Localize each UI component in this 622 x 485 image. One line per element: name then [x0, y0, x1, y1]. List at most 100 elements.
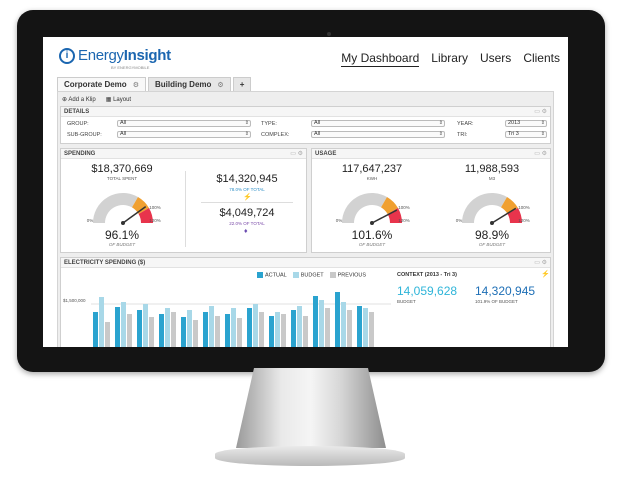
- nav-users[interactable]: Users: [479, 51, 512, 65]
- legend-budget: BUDGET: [300, 272, 324, 279]
- gauge-120-label: 120%: [518, 218, 530, 223]
- spending-panel: SPENDING ▭ ⚙ $18,370,669 TOTAL SPENT 0% 1…: [60, 148, 307, 253]
- tri-select[interactable]: Tri 3: [505, 131, 547, 138]
- gauge-hub: [370, 221, 374, 225]
- gauge-over-band: [138, 208, 153, 224]
- chart-bar: [259, 312, 264, 347]
- gauge-120-label: 120%: [149, 218, 161, 223]
- panel-actions-icon[interactable]: ▭ ⚙: [534, 260, 547, 266]
- previous-swatch: [329, 272, 336, 278]
- actual-swatch: [257, 272, 263, 278]
- gauge-min-label: 0%: [455, 218, 463, 223]
- chart-bar: [159, 314, 164, 347]
- tab-corporate-demo[interactable]: Corporate Demo ⚙: [57, 77, 146, 91]
- spending-pct: 96.1%: [104, 228, 140, 242]
- gear-icon[interactable]: ⚙: [217, 81, 224, 89]
- gauge-100-label: 100%: [398, 205, 410, 210]
- usage-kwh-unit: KWH: [366, 176, 378, 181]
- logo-subtitle: BY ENERGYMOBILE: [111, 65, 150, 70]
- chart-bar: [269, 316, 274, 347]
- chart-bar: [149, 317, 154, 347]
- chart-bar: [137, 310, 142, 347]
- panel-actions-icon[interactable]: ▭ ⚙: [290, 151, 303, 157]
- complex-label: COMPLEX:: [261, 132, 290, 138]
- chart-bar: [99, 297, 104, 347]
- usage-m3-pct-label: OF BUDGET: [478, 242, 506, 247]
- spending-a-label: 78.0% OF TOTAL: [229, 187, 265, 192]
- chart-bar: [171, 312, 176, 347]
- gauge-track: [462, 193, 507, 224]
- chart-bar: [181, 317, 186, 347]
- logo-text-bold: Insight: [123, 47, 171, 64]
- panel-actions-icon[interactable]: ▭ ⚙: [534, 109, 547, 115]
- chart-bar: [341, 302, 346, 347]
- usage-kwh-value: 117,647,237: [341, 163, 403, 175]
- chart-bar: [143, 304, 148, 347]
- group-label: GROUP:: [67, 121, 89, 127]
- gauge-needle: [491, 207, 517, 224]
- complex-select[interactable]: All: [311, 131, 445, 138]
- gauge-needle: [371, 209, 398, 224]
- spending-pct-label: OF BUDGET: [108, 242, 136, 247]
- gauge-120-label: 120%: [398, 218, 410, 223]
- type-select[interactable]: All: [311, 120, 445, 127]
- gauge-hub: [490, 221, 494, 225]
- chart-bar: [369, 312, 374, 347]
- nav-my-dashboard[interactable]: My Dashboard: [341, 51, 420, 67]
- app-screen: i EnergyInsight BY ENERGYMOBILE My Dashb…: [43, 37, 568, 347]
- logo[interactable]: i EnergyInsight BY ENERGYMOBILE: [59, 47, 171, 70]
- chart-bar: [115, 307, 120, 347]
- nav-library[interactable]: Library: [431, 51, 468, 65]
- chart-bar: [281, 314, 286, 347]
- context-actual-value: 14,320,945: [475, 284, 536, 298]
- chart-bar: [237, 318, 242, 347]
- chart-bar: [325, 308, 330, 347]
- context-actual-label: 101.9% OF BUDGET: [475, 299, 518, 304]
- gear-icon[interactable]: ⚙: [132, 81, 139, 89]
- monitor-base: [215, 446, 405, 466]
- logo-text-light: Energy: [78, 47, 124, 64]
- chart-legend: ACTUAL BUDGET PREVIOUS: [257, 272, 366, 278]
- add-klip-button[interactable]: ⊕ Add a Klip: [62, 96, 96, 103]
- gauge-track: [93, 193, 138, 224]
- gauge-warning-band: [500, 197, 518, 215]
- group-select[interactable]: All: [117, 120, 251, 127]
- legend-actual: ACTUAL: [265, 272, 287, 279]
- year-select[interactable]: 2013: [505, 120, 547, 127]
- usage-m3-gauge: [462, 193, 522, 225]
- y-axis-tick-label: $1,500,000: [63, 298, 86, 303]
- spending-b-label: 22.0% OF TOTAL: [229, 221, 265, 226]
- gas-flame-icon: ♦: [244, 228, 248, 235]
- usage-m3-value: 11,988,593: [464, 163, 520, 175]
- usage-title: USAGE: [315, 151, 337, 157]
- context-label: CONTEXT (2013 - Tri 3): [397, 272, 457, 278]
- tab-building-demo[interactable]: Building Demo ⚙: [147, 77, 231, 91]
- layout-button[interactable]: ▦ Layout: [105, 96, 132, 103]
- chart-bar: [225, 314, 230, 347]
- electricity-spending-title: ELECTRICITY SPENDING ($): [64, 260, 146, 266]
- dashboard-toolbar: ⊕ Add a Klip ▦ Layout: [58, 92, 553, 106]
- chart-bar: [297, 306, 302, 347]
- subgroup-select[interactable]: All: [117, 131, 251, 138]
- usage-m3-pct: 98.9%: [474, 228, 510, 242]
- gauge-min-label: 0%: [335, 218, 343, 223]
- spending-a-value: $14,320,945: [216, 173, 278, 185]
- electricity-bolt-icon: ⚡: [243, 194, 252, 201]
- gauge-100-label: 100%: [149, 205, 161, 210]
- usage-kwh-gauge: [342, 193, 402, 225]
- nav-clients[interactable]: Clients: [523, 51, 560, 65]
- gauge-over-band: [387, 208, 402, 224]
- gauge-track: [342, 193, 387, 224]
- total-spent-value: $18,370,669: [91, 163, 153, 175]
- budget-swatch: [292, 272, 299, 278]
- usage-kwh-pct-label: OF BUDGET: [358, 242, 386, 247]
- main-nav: My Dashboard Library Users Clients: [341, 51, 560, 67]
- chart-bar: [209, 306, 214, 347]
- context-budget-value: 14,059,628: [397, 284, 458, 298]
- chart-bar: [313, 296, 318, 347]
- add-tab-button[interactable]: +: [232, 77, 252, 91]
- panel-actions-icon[interactable]: ▭ ⚙: [534, 151, 547, 157]
- gauge-warning-band: [131, 197, 149, 215]
- context-budget-label: BUDGET: [397, 299, 416, 304]
- gauge-100-label: 100%: [518, 205, 530, 210]
